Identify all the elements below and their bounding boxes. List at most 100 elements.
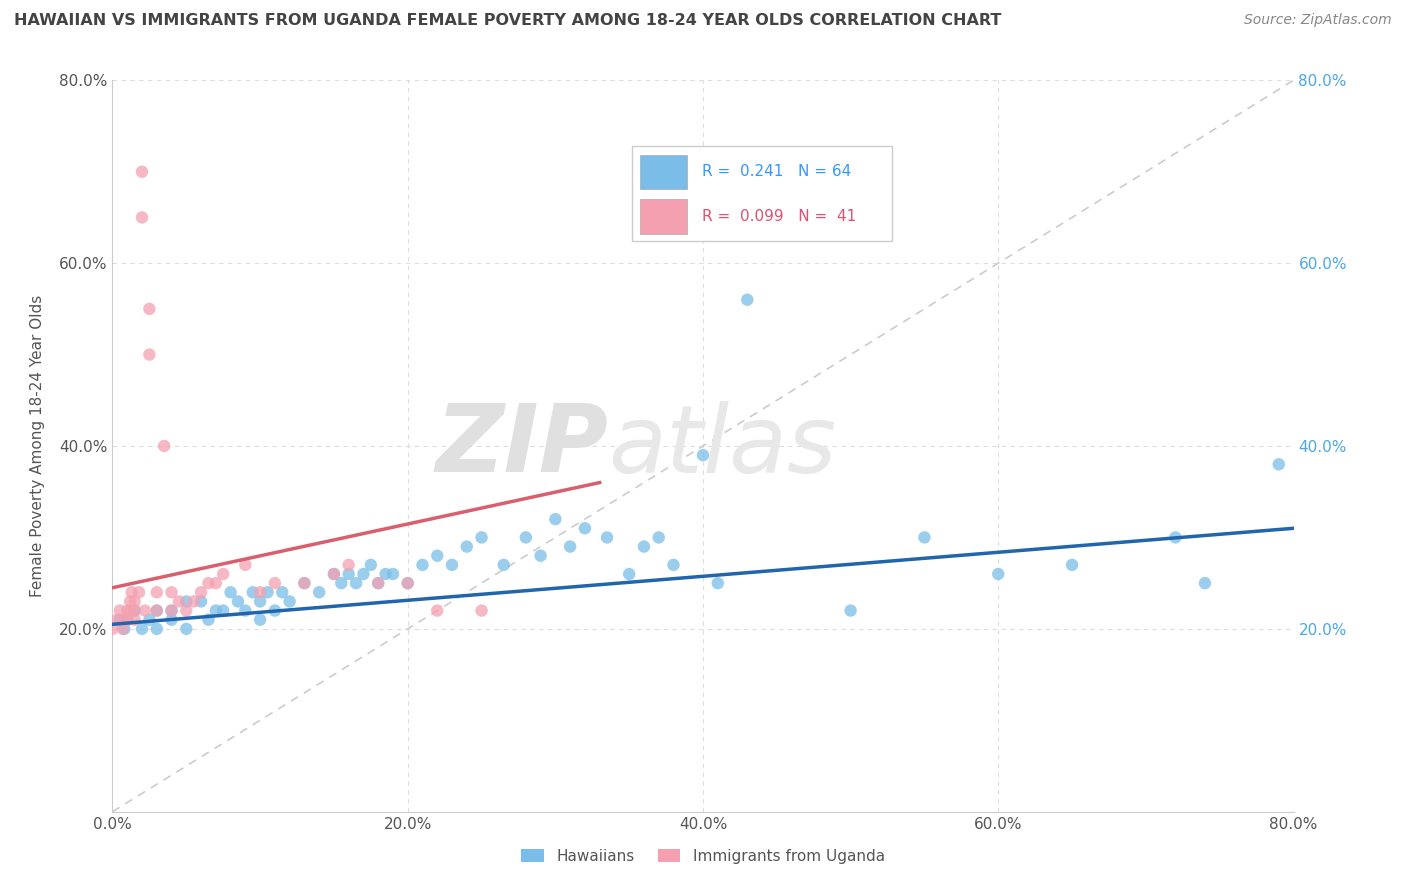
Point: [264, 576, 287, 591]
Point: [146, 622, 169, 636]
Point: [174, 594, 197, 608]
Point: [544, 512, 567, 526]
Point: [124, 613, 146, 627]
Point: [249, 613, 271, 627]
Point: [205, 603, 228, 617]
Text: atlas: atlas: [609, 401, 837, 491]
Point: [330, 576, 353, 591]
Point: [367, 576, 389, 591]
Point: [1062, 558, 1084, 572]
Point: [212, 603, 235, 617]
Point: [124, 603, 146, 617]
Point: [264, 603, 287, 617]
Point: [292, 576, 315, 591]
Point: [619, 567, 641, 582]
Point: [138, 301, 160, 316]
Point: [337, 567, 360, 582]
Point: [160, 603, 183, 617]
Point: [249, 594, 271, 608]
Point: [120, 594, 142, 608]
Point: [470, 530, 494, 544]
Point: [360, 558, 382, 572]
Point: [226, 594, 249, 608]
Point: [197, 613, 219, 627]
Text: HAWAIIAN VS IMMIGRANTS FROM UGANDA FEMALE POVERTY AMONG 18-24 YEAR OLDS CORRELAT: HAWAIIAN VS IMMIGRANTS FROM UGANDA FEMAL…: [14, 13, 1001, 29]
Point: [146, 585, 169, 599]
Point: [160, 603, 183, 617]
Point: [396, 576, 419, 591]
Point: [219, 585, 242, 599]
Point: [160, 613, 183, 627]
Point: [574, 521, 596, 535]
Point: [111, 622, 134, 636]
Point: [112, 622, 135, 636]
Point: [105, 613, 128, 627]
Point: [117, 613, 138, 627]
Point: [596, 530, 619, 544]
Point: [647, 530, 671, 544]
Point: [174, 603, 197, 617]
Point: [352, 567, 374, 582]
Point: [131, 622, 153, 636]
Point: [146, 603, 169, 617]
Point: [323, 567, 346, 582]
Point: [426, 549, 449, 563]
Point: [396, 576, 419, 591]
Point: [692, 448, 714, 462]
Point: [558, 540, 582, 554]
Point: [839, 603, 862, 617]
Point: [121, 585, 143, 599]
Point: [233, 558, 256, 572]
Point: [706, 576, 728, 591]
Point: [242, 585, 264, 599]
Point: [108, 613, 131, 627]
Point: [256, 585, 278, 599]
Point: [112, 613, 135, 627]
Point: [249, 585, 271, 599]
Point: [205, 576, 228, 591]
Point: [1164, 530, 1187, 544]
Point: [411, 558, 433, 572]
Point: [1194, 576, 1216, 591]
Point: [108, 603, 131, 617]
Point: [167, 594, 190, 608]
Point: [529, 549, 551, 563]
Point: [278, 594, 301, 608]
Point: [308, 585, 330, 599]
Point: [101, 622, 124, 636]
Point: [1268, 458, 1291, 472]
Point: [367, 576, 389, 591]
Point: [131, 211, 153, 225]
Point: [197, 576, 219, 591]
Point: [160, 585, 183, 599]
Point: [117, 603, 138, 617]
Point: [131, 165, 153, 179]
Point: [138, 613, 160, 627]
Point: [323, 567, 346, 582]
Point: [124, 603, 146, 617]
Point: [190, 594, 212, 608]
Point: [138, 348, 160, 362]
Point: [737, 293, 759, 307]
Point: [441, 558, 464, 572]
Point: [633, 540, 655, 554]
Point: [146, 603, 169, 617]
Point: [233, 603, 256, 617]
Point: [117, 613, 138, 627]
Point: [120, 603, 142, 617]
Point: [124, 594, 146, 608]
Point: [662, 558, 685, 572]
Point: [292, 576, 315, 591]
Point: [382, 567, 405, 582]
Point: [174, 622, 197, 636]
Point: [515, 530, 537, 544]
Point: [344, 576, 367, 591]
Point: [128, 585, 150, 599]
Point: [212, 567, 235, 582]
Point: [271, 585, 294, 599]
Point: [914, 530, 936, 544]
Legend: Hawaiians, Immigrants from Uganda: Hawaiians, Immigrants from Uganda: [515, 843, 891, 870]
Point: [134, 603, 156, 617]
Point: [374, 567, 396, 582]
Point: [492, 558, 515, 572]
